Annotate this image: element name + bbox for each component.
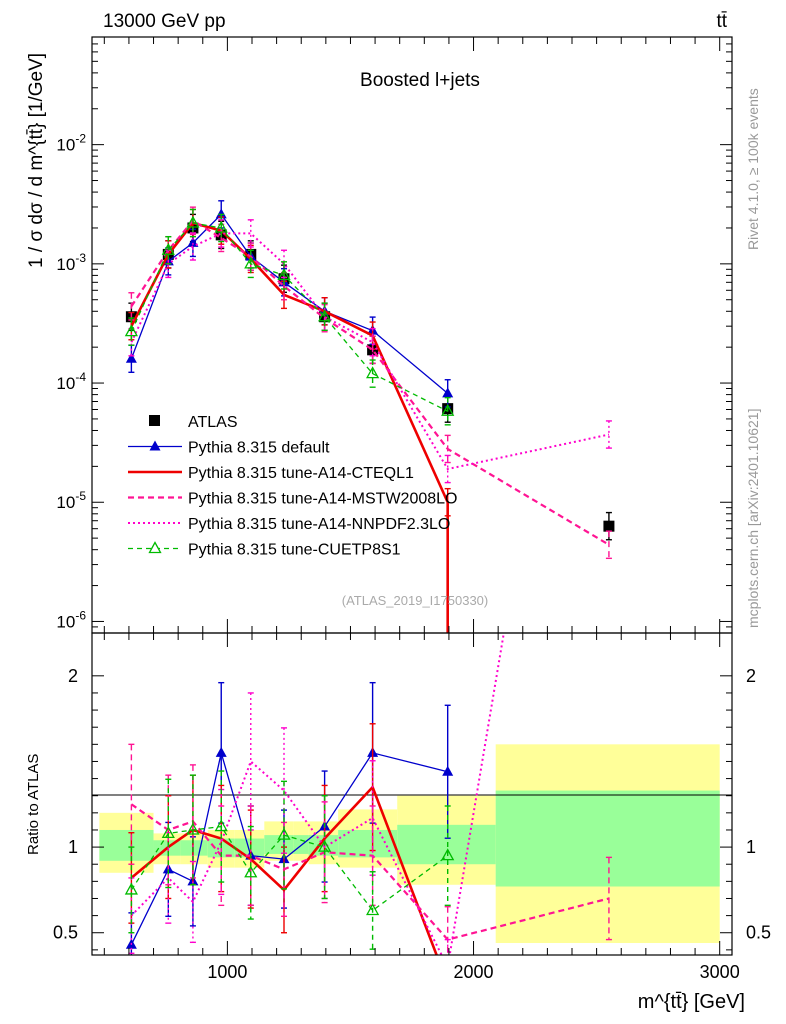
y-tick-label-bottom-right: 0.5: [746, 923, 771, 943]
legend-marker: [149, 415, 160, 426]
legend-label: ATLAS: [188, 414, 238, 431]
cuetp8s1-marker: [318, 309, 332, 322]
y-tick-label-top: 10-3: [56, 251, 86, 274]
cuetp8s1-marker-ratio: [186, 822, 200, 835]
x-tick-label: 2000: [454, 962, 494, 982]
cuetp8s1-marker: [277, 268, 291, 281]
uncertainty-band-stat: [495, 790, 720, 887]
y-axis-label-bottom: Ratio to ATLAS: [25, 754, 42, 855]
cuetp8s1-marker: [214, 220, 228, 233]
legend-label: Pythia 8.315 tune-A14-NNPDF2.3LO: [188, 516, 450, 533]
analysis-label: (ATLAS_2019_I1750330): [342, 593, 488, 608]
cuetp8s1-marker: [366, 366, 380, 379]
y-axis-label-top: 1 / σ dσ / d m^{tt̄} [1/GeV]: [26, 53, 47, 268]
cuetp8s1-marker-ratio: [318, 839, 332, 852]
cuetp8s1-marker: [124, 324, 138, 337]
legend-label: Pythia 8.315 tune-CUETP8S1: [188, 542, 401, 559]
header-energy-label: 13000 GeV pp: [103, 11, 226, 32]
default-marker-ratio: [442, 765, 454, 776]
series-line-bottom: [130, 803, 610, 941]
y-tick-label-bottom-left: 0.5: [53, 923, 78, 943]
header-process-label: tt̄: [716, 11, 727, 32]
uncertainty-band-stat: [180, 840, 208, 856]
cuetp8s1-marker: [441, 403, 455, 416]
cuetp8s1-marker-ratio: [244, 865, 258, 878]
x-tick-label: 1000: [207, 962, 247, 982]
y-tick-label-top: 10-4: [56, 370, 86, 393]
cuetp8s1-marker: [161, 242, 175, 255]
y-tick-label-top: 10-6: [56, 608, 86, 631]
y-tick-label-bottom-left: 1: [68, 837, 78, 857]
bottom-panel-frame: [91, 632, 733, 956]
series-line-top: [130, 221, 449, 633]
cuetp8s1-marker-ratio: [277, 827, 291, 840]
x-axis-label: m^{tt̄} [GeV]: [638, 991, 745, 1013]
y-tick-label-bottom-right: 1: [746, 837, 756, 857]
legend-marker: [148, 541, 162, 554]
cuetp8s1-marker-ratio: [366, 903, 380, 916]
cuetp8s1-marker: [244, 256, 258, 269]
uncertainty-band-stat: [99, 829, 154, 861]
series-line-top: [130, 219, 610, 546]
default-marker: [125, 352, 137, 363]
default-marker-ratio: [215, 746, 227, 757]
plot-title: Boosted l+jets: [360, 70, 480, 91]
uncertainty-band-stat: [397, 824, 496, 865]
series-line-top: [130, 222, 448, 412]
series-line-bottom: [130, 633, 505, 955]
legend-label: Pythia 8.315 tune-A14-CTEQL1: [188, 465, 414, 482]
legend-label: Pythia 8.315 tune-A14-MSTW2008LO: [188, 491, 457, 508]
y-tick-label-bottom-left: 2: [68, 666, 78, 686]
rivet-version-label: Rivet 4.1.0, ≥ 100k events: [745, 88, 761, 250]
cuetp8s1-marker-ratio: [124, 882, 138, 895]
y-tick-label-top: 10-5: [56, 489, 86, 512]
y-tick-label-top: 10-2: [56, 132, 86, 155]
legend-marker: [149, 440, 161, 451]
x-tick-label: 3000: [700, 962, 740, 982]
atlas-data-point: [603, 520, 615, 532]
cuetp8s1-marker-ratio: [214, 819, 228, 832]
bottom-panel: 0.5 0.5 1 1 2 2 1000 2000 3000 Ratio to ATLAS m^…: [25, 632, 771, 1013]
top-panel: 10-6 10-5 10-4 10-3 10-2 Boosted l+jets (ATL…: [26, 36, 733, 634]
cuetp8s1-marker-ratio: [161, 826, 175, 839]
default-marker: [215, 208, 227, 219]
mcplots-credit-label: mcplots.cern.ch [arXiv:2401.10621]: [745, 409, 761, 628]
default-marker: [442, 387, 454, 398]
series-line-top: [130, 232, 610, 471]
legend: ATLAS Pythia 8.315 default Pythia 8.315 tu…: [128, 414, 457, 559]
legend-label: Pythia 8.315 default: [188, 440, 330, 457]
cuetp8s1-marker-ratio: [441, 848, 455, 861]
uncertainty-band-stat: [338, 829, 398, 858]
cuetp8s1-marker: [186, 215, 200, 228]
y-tick-label-bottom-right: 2: [746, 666, 756, 686]
